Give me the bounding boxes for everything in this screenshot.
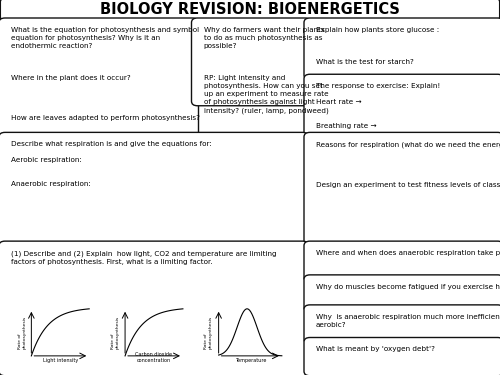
Text: Reasons for respiration (what do we need the energy for):




Design an experime: Reasons for respiration (what do we need… [316, 141, 500, 188]
Text: Rate of
photosynthesis: Rate of photosynthesis [18, 316, 26, 349]
Text: Temperature: Temperature [234, 358, 266, 363]
FancyBboxPatch shape [0, 0, 500, 21]
Text: Rate of
photosynthesis: Rate of photosynthesis [204, 316, 212, 349]
FancyBboxPatch shape [304, 275, 500, 312]
Text: Rate of
photosynthesis: Rate of photosynthesis [112, 316, 120, 349]
Text: Where and when does anaerobic respiration take place?: Where and when does anaerobic respiratio… [316, 250, 500, 256]
FancyBboxPatch shape [304, 74, 500, 138]
Text: Why  is anaerobic respiration much more inefficient than
aerobic?: Why is anaerobic respiration much more i… [316, 314, 500, 328]
Text: Explain how plants store glucose :



What is the test for starch?: Explain how plants store glucose : What … [316, 27, 440, 65]
FancyBboxPatch shape [0, 132, 308, 246]
FancyBboxPatch shape [304, 305, 500, 344]
Text: Describe what respiration is and give the equations for:

Aerobic respiration:

: Describe what respiration is and give th… [11, 141, 212, 188]
Text: The response to exercise: Explain!

Heart rate →


Breathing rate →: The response to exercise: Explain! Heart… [316, 83, 440, 129]
Text: What is the equation for photosynthesis and symbol
equation for photosynthesis? : What is the equation for photosynthesis … [11, 27, 200, 121]
Text: What is meant by 'oxygen debt'?: What is meant by 'oxygen debt'? [316, 346, 435, 352]
Text: Light intensity: Light intensity [42, 358, 78, 363]
FancyBboxPatch shape [192, 18, 311, 106]
Text: Carbon dioxide
concentration: Carbon dioxide concentration [136, 352, 172, 363]
FancyBboxPatch shape [304, 241, 500, 282]
FancyBboxPatch shape [0, 241, 308, 375]
FancyBboxPatch shape [304, 338, 500, 375]
Text: (1) Describe and (2) Explain  how light, CO2 and temperature are limiting
factor: (1) Describe and (2) Explain how light, … [11, 250, 276, 265]
Text: Why do farmers want their plants
to do as much photosynthesis as
possible?



RP: Why do farmers want their plants to do a… [204, 27, 328, 114]
FancyBboxPatch shape [304, 18, 500, 80]
Text: BIOLOGY REVISION: BIOENERGETICS: BIOLOGY REVISION: BIOENERGETICS [100, 2, 400, 17]
FancyBboxPatch shape [304, 132, 500, 246]
FancyBboxPatch shape [0, 18, 198, 138]
Text: Why do muscles become fatigued if you exercise hard?: Why do muscles become fatigued if you ex… [316, 284, 500, 290]
